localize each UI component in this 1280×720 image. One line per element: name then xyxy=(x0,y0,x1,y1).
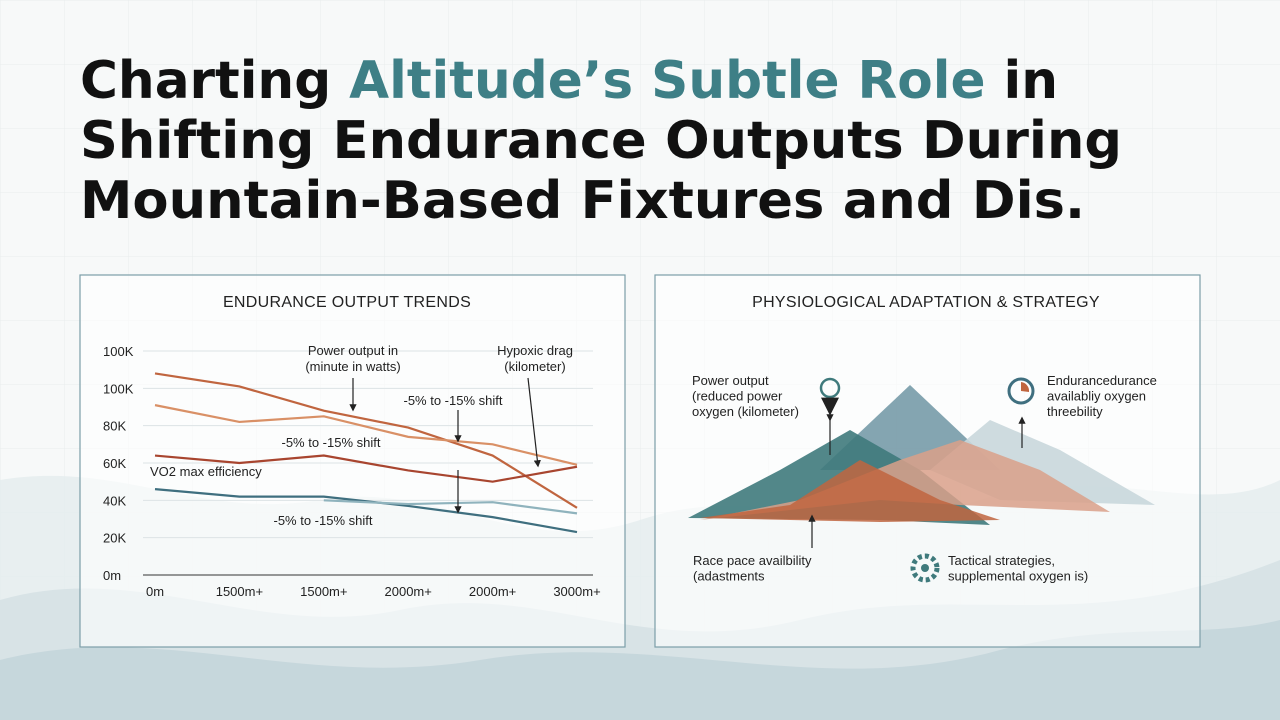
line-series xyxy=(154,404,578,466)
chart: 0m 20K 40K 60K 80K 100K 100K 0m 1500m+ 1500m+ 2000… xyxy=(103,343,601,599)
mountain-diagram xyxy=(688,377,1155,583)
title-line: Charting Altitude’s Subtle Role in xyxy=(80,51,1058,111)
chart-title: ENDURANCE OUTPUT TRENDS xyxy=(223,294,471,311)
diagram-label: Endurancedurance xyxy=(1047,373,1157,388)
y-tick-label: 100K xyxy=(103,381,134,396)
line-series xyxy=(323,499,578,515)
title-line: Mountain-Based Fixtures and Dis. xyxy=(80,171,1085,231)
annotation: Power output in xyxy=(308,343,398,358)
line-series xyxy=(154,454,578,483)
x-tick-label: 0m xyxy=(146,584,164,599)
diagram-label: Tactical strategies, xyxy=(948,553,1055,568)
diagram-label: availabliy oxygen xyxy=(1047,389,1146,404)
diagram-label: (adastments xyxy=(693,569,765,584)
title: Charting Altitude’s Subtle Role in Shift… xyxy=(80,51,1122,231)
diagram-label: Race pace availbility xyxy=(693,553,812,568)
y-tick-label: 60K xyxy=(103,456,126,471)
y-tick-label: 0m xyxy=(103,568,121,583)
annotation: (kilometer) xyxy=(504,359,565,374)
annotation: -5% to -15% shift xyxy=(404,393,503,408)
x-tick-label: 2000m+ xyxy=(385,584,432,599)
x-tick-label: 2000m+ xyxy=(469,584,516,599)
diagram-title: PHYSIOLOGICAL ADAPTATION & STRATEGY xyxy=(752,294,1100,311)
y-tick-label: 40K xyxy=(103,493,126,508)
annotation: Hypoxic drag xyxy=(497,343,573,358)
title-text: Charting xyxy=(80,51,349,111)
y-tick-label: 20K xyxy=(103,531,126,546)
x-tick-label: 1500m+ xyxy=(216,584,263,599)
x-tick-label: 3000m+ xyxy=(553,584,600,599)
y-tick-label: 100K xyxy=(103,344,134,359)
title-highlight: Altitude’s Subtle Role xyxy=(349,51,985,111)
annotation: -5% to -15% shift xyxy=(282,435,381,450)
diagram-label: supplemental oxygen is) xyxy=(948,569,1088,584)
title-line: Shifting Endurance Outputs During xyxy=(80,111,1122,171)
line-series xyxy=(154,372,578,509)
annotation: -5% to -15% shift xyxy=(274,513,373,528)
title-text: in xyxy=(986,51,1058,111)
chart-arrows xyxy=(349,377,541,514)
diagram-label: (reduced power xyxy=(692,389,783,404)
annotation: VO2 max efficiency xyxy=(150,464,262,479)
diagram-label: Power output xyxy=(692,373,769,388)
x-tick-label: 1500m+ xyxy=(300,584,347,599)
diagram-label: oxygen (kilometer) xyxy=(692,404,799,419)
annotation: (minute in watts) xyxy=(305,359,400,374)
y-tick-label: 80K xyxy=(103,419,126,434)
diagram-label: threebility xyxy=(1047,404,1103,419)
